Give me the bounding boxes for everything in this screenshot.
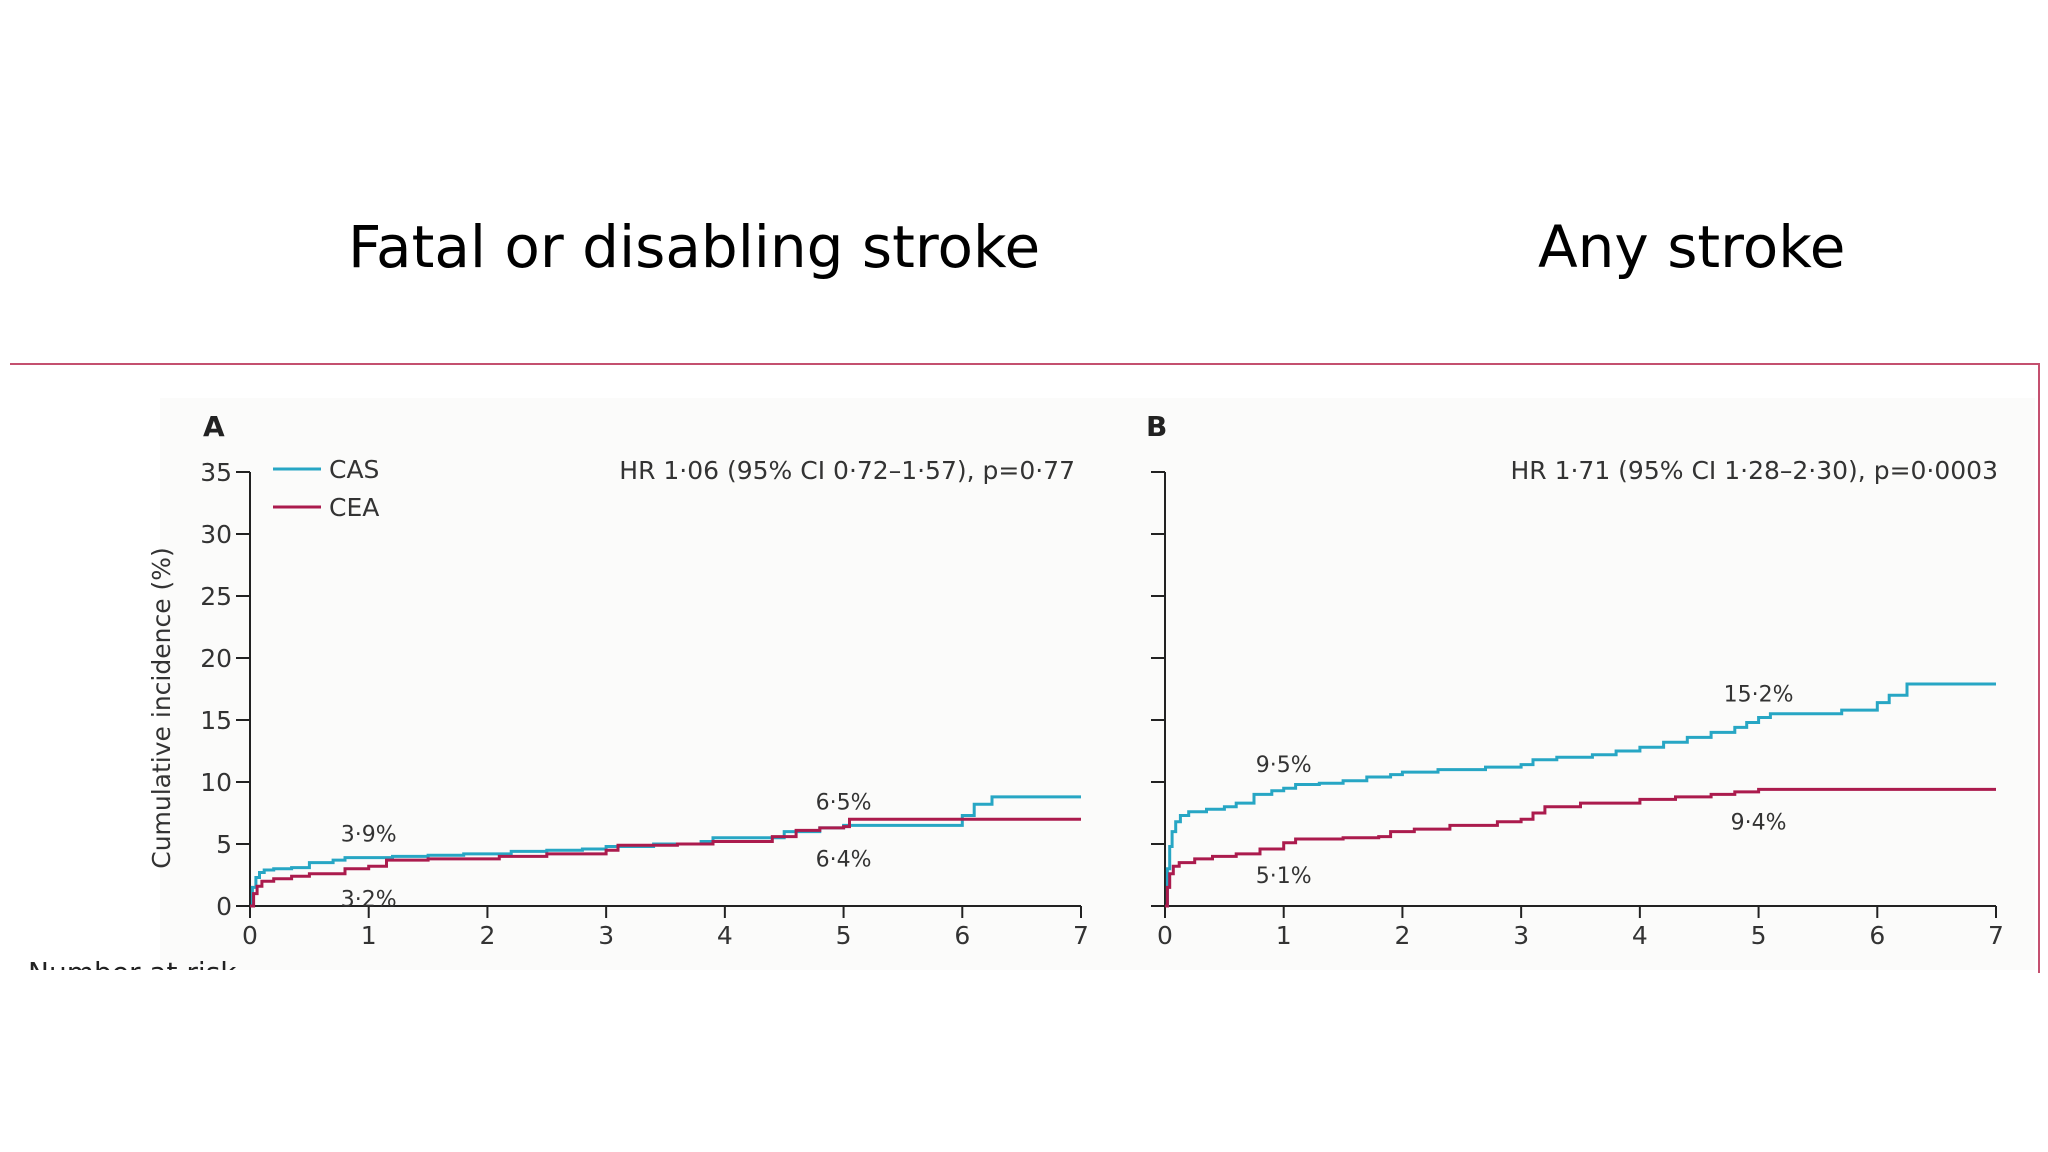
legend-label-cas: CAS: [329, 455, 379, 484]
panel-b-plot: 9·5% 5·1% 15·2% 9·4%: [1165, 682, 1996, 908]
x-tick-label: 5: [1751, 921, 1767, 950]
x-tick-label: 5: [836, 921, 852, 950]
chart-panel-b: B HR 1·71 (95% CI 1·28–2·30), p=0·0003 0…: [1146, 410, 2004, 950]
x-tick-label: 0: [242, 921, 258, 950]
panel-b-hr-text: HR 1·71 (95% CI 1·28–2·30), p=0·0003: [1510, 456, 1998, 485]
x-tick-label: 7: [1988, 921, 2004, 950]
data-label-cea: 5·1%: [1256, 864, 1312, 889]
y-tick-label: 25: [200, 582, 232, 611]
x-tick-label: 7: [1073, 921, 1089, 950]
x-tick-label: 3: [1513, 921, 1529, 950]
y-tick-label: 15: [200, 706, 232, 735]
x-tick-label: 0: [1157, 921, 1173, 950]
panel-a-plot: 3·9% 3·2% 6·5% 6·4%: [250, 790, 1081, 912]
x-tick-label: 4: [1632, 921, 1648, 950]
x-tick-label: 3: [598, 921, 614, 950]
chart-panel-a: A HR 1·06 (95% CI 0·72–1·57), p=0·77 Cum…: [147, 410, 1089, 950]
figure-frame-right: [2038, 363, 2040, 973]
panel-a-y-axis-label: Cumulative incidence (%): [147, 547, 176, 869]
slide-title-right: Any stroke: [1538, 213, 1846, 281]
x-tick-label: 1: [361, 921, 377, 950]
figure-frame-top: [10, 363, 2040, 365]
x-tick-label: 6: [1869, 921, 1885, 950]
slide-title-left: Fatal or disabling stroke: [348, 213, 1041, 281]
data-label-cas: 9·5%: [1256, 753, 1312, 778]
panel-b-background: [1105, 398, 2035, 970]
panel-b-letter: B: [1146, 410, 1167, 443]
series-line-cas: [1165, 682, 1996, 908]
data-label-cea: 9·4%: [1731, 810, 1787, 835]
x-tick-label: 2: [1394, 921, 1410, 950]
panel-a-letter: A: [203, 410, 225, 443]
x-tick-label: 4: [717, 921, 733, 950]
data-label-cas: 15·2%: [1724, 683, 1794, 708]
data-label-cea: 6·4%: [816, 848, 872, 873]
x-tick-label: 1: [1276, 921, 1292, 950]
y-tick-label: 30: [200, 520, 232, 549]
panel-a-hr-text: HR 1·06 (95% CI 0·72–1·57), p=0·77: [619, 456, 1075, 485]
panel-b-axes: 0 1 2 3 4 5 6 7: [1151, 471, 2004, 950]
data-label-cea: 3·2%: [341, 887, 397, 912]
data-label-cas: 3·9%: [341, 823, 397, 848]
panel-a-axes: 0 5 10 15 20 25 30 35 0 1 2 3 4 5 6 7: [200, 458, 1089, 950]
y-tick-label: 20: [200, 644, 232, 673]
y-tick-label: 5: [216, 830, 232, 859]
y-tick-label: 0: [216, 892, 232, 921]
legend-label-cea: CEA: [329, 493, 379, 522]
x-tick-label: 6: [954, 921, 970, 950]
legend: CAS CEA: [273, 455, 379, 522]
y-tick-label: 10: [200, 768, 232, 797]
x-tick-label: 2: [479, 921, 495, 950]
data-label-cas: 6·5%: [816, 790, 872, 815]
number-at-risk-fragment: Number at risk: [28, 956, 237, 989]
series-line-cea: [250, 817, 1081, 908]
series-line-cea: [1165, 787, 1996, 908]
y-tick-label: 35: [200, 458, 232, 487]
